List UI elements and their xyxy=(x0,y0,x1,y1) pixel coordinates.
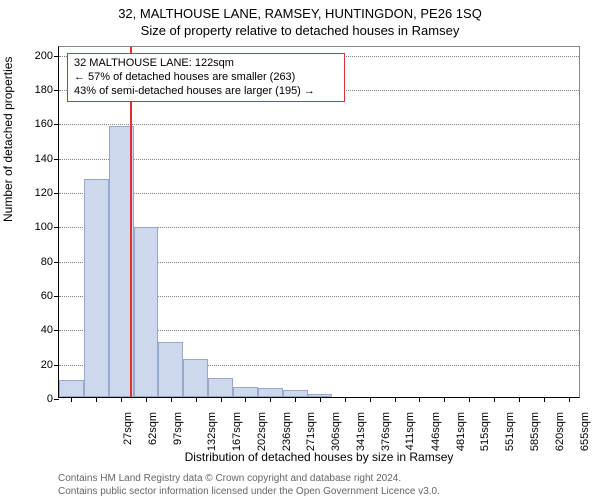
xtick-mark xyxy=(221,397,222,402)
xtick-label: 551sqm xyxy=(504,407,516,451)
ytick-label: 80 xyxy=(41,256,59,268)
chart-container: 32, MALTHOUSE LANE, RAMSEY, HUNTINGDON, … xyxy=(0,0,600,500)
histogram-bar xyxy=(308,394,333,397)
annotation-box: 32 MALTHOUSE LANE: 122sqm ← 57% of detac… xyxy=(67,53,345,102)
xtick-label: 62sqm xyxy=(147,407,159,445)
chart-title-main: 32, MALTHOUSE LANE, RAMSEY, HUNTINGDON, … xyxy=(0,0,600,21)
xtick-mark xyxy=(96,397,97,402)
xtick-mark xyxy=(71,397,72,402)
xtick-label: 202sqm xyxy=(256,407,268,451)
histogram-bar xyxy=(134,227,159,397)
xtick-label: 167sqm xyxy=(231,407,243,451)
xtick-label: 27sqm xyxy=(122,407,134,445)
gridline-h xyxy=(59,159,579,160)
xtick-label: 97sqm xyxy=(172,407,184,445)
ytick-label: 120 xyxy=(35,187,59,199)
plot-area: 02040608010012014016018020027sqm62sqm97s… xyxy=(58,46,580,398)
xtick-mark xyxy=(171,397,172,402)
y-axis-title: Number of detached properties xyxy=(1,202,15,222)
histogram-bar xyxy=(233,387,258,397)
xtick-mark xyxy=(370,397,371,402)
xtick-label: 341sqm xyxy=(355,407,367,451)
histogram-bar xyxy=(158,342,183,397)
footer-line: Contains public sector information licen… xyxy=(58,485,440,498)
ytick-label: 0 xyxy=(47,393,59,405)
xtick-label: 620sqm xyxy=(554,407,566,451)
xtick-mark xyxy=(320,397,321,402)
xtick-mark xyxy=(270,397,271,402)
xtick-mark xyxy=(469,397,470,402)
gridline-h xyxy=(59,193,579,194)
x-axis-title: Distribution of detached houses by size … xyxy=(58,450,580,464)
ytick-label: 60 xyxy=(41,290,59,302)
xtick-label: 132sqm xyxy=(206,407,218,451)
xtick-mark xyxy=(569,397,570,402)
ytick-label: 160 xyxy=(35,118,59,130)
ytick-label: 140 xyxy=(35,153,59,165)
histogram-bar xyxy=(183,359,208,397)
xtick-label: 481sqm xyxy=(455,407,467,451)
xtick-mark xyxy=(121,397,122,402)
histogram-bar xyxy=(59,380,84,397)
histogram-bar xyxy=(84,179,109,397)
gridline-h xyxy=(59,124,579,125)
ytick-label: 40 xyxy=(41,324,59,336)
annotation-line: ← 57% of detached houses are smaller (26… xyxy=(74,71,338,85)
xtick-mark xyxy=(395,397,396,402)
xtick-mark xyxy=(196,397,197,402)
ytick-label: 180 xyxy=(35,84,59,96)
xtick-label: 411sqm xyxy=(404,407,416,450)
histogram-bar xyxy=(283,390,308,397)
xtick-mark xyxy=(245,397,246,402)
histogram-bar xyxy=(208,378,233,397)
xtick-mark xyxy=(494,397,495,402)
xtick-mark xyxy=(146,397,147,402)
xtick-label: 306sqm xyxy=(330,407,342,451)
histogram-bar xyxy=(258,388,283,397)
footer-line: Contains HM Land Registry data © Crown c… xyxy=(58,472,440,485)
xtick-label: 655sqm xyxy=(579,407,591,451)
xtick-mark xyxy=(345,397,346,402)
xtick-mark xyxy=(544,397,545,402)
ytick-label: 200 xyxy=(35,50,59,62)
xtick-label: 585sqm xyxy=(529,407,541,451)
ytick-label: 100 xyxy=(35,221,59,233)
xtick-mark xyxy=(519,397,520,402)
chart-title-sub: Size of property relative to detached ho… xyxy=(0,21,600,38)
xtick-label: 515sqm xyxy=(480,407,492,451)
xtick-label: 376sqm xyxy=(380,407,392,451)
xtick-mark xyxy=(419,397,420,402)
ytick-label: 20 xyxy=(41,359,59,371)
xtick-mark xyxy=(295,397,296,402)
xtick-label: 271sqm xyxy=(306,407,318,451)
chart-footer: Contains HM Land Registry data © Crown c… xyxy=(58,472,440,498)
annotation-line: 43% of semi-detached houses are larger (… xyxy=(74,85,338,99)
xtick-label: 446sqm xyxy=(430,407,442,451)
xtick-mark xyxy=(444,397,445,402)
annotation-line: 32 MALTHOUSE LANE: 122sqm xyxy=(74,57,338,71)
xtick-label: 236sqm xyxy=(281,407,293,451)
